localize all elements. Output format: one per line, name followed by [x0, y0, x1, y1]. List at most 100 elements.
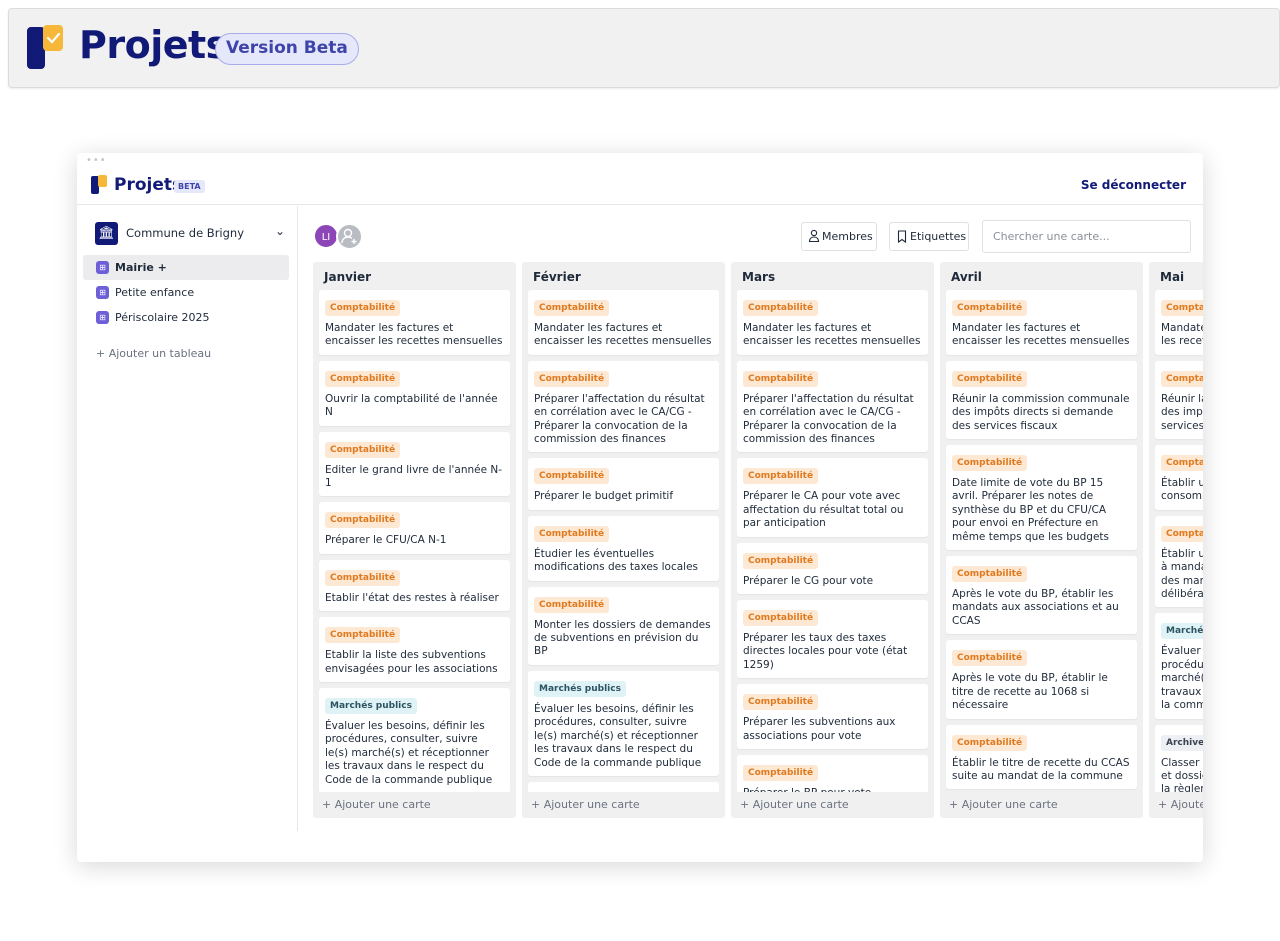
card[interactable]: Comptabilité Editer le grand livre de l'a… — [319, 431, 510, 497]
card[interactable]: Comptabilité Étudier les éventuelles modi… — [528, 515, 719, 581]
app-title[interactable]: Projets — [114, 175, 183, 195]
card-list: Comptabilité Mandater les factures et enc… — [946, 290, 1137, 792]
card[interactable]: Compta Mandate les recet — [1155, 290, 1203, 355]
sidebar-item-label: Petite enfance — [115, 286, 195, 299]
card-tag: Comptabilité — [743, 694, 819, 711]
card[interactable]: Compta Établir u à manda des man délibéra — [1155, 515, 1203, 608]
card-text: Editer le grand livre de l'année N-1 — [325, 463, 503, 490]
tags-label: Etiquettes — [910, 230, 967, 243]
card[interactable]: Comptabilité Ouvrir la comptabilité de l'… — [319, 360, 510, 426]
org-selector[interactable]: 🏛 Commune de Brigny ⌄ — [95, 220, 285, 248]
plus-icon: + — [322, 798, 335, 811]
card-tag: Comptabilité — [534, 468, 610, 485]
card[interactable]: Comptabilité Mandater les factures et enc… — [528, 290, 719, 355]
sidebar-item-mairie[interactable]: ⊞ Mairie + — [83, 255, 289, 280]
avatar[interactable]: LI — [313, 223, 339, 249]
card-tag: Comptabilité — [743, 552, 819, 569]
card[interactable]: Marchés publics Évaluer les besoins, défi… — [528, 670, 719, 776]
card[interactable]: Comptabilité Mandater les factures et enc… — [319, 290, 510, 355]
tags-button[interactable]: Etiquettes — [889, 222, 969, 251]
card-text: Évaluer l procédu marché(s travaux d la … — [1161, 645, 1203, 712]
add-card-label: Ajouter une carte — [1170, 798, 1203, 811]
column-title[interactable]: Janvier — [324, 270, 372, 284]
window-dots-icon: ••• — [86, 155, 107, 166]
add-card-label: Ajouter une carte — [752, 798, 849, 811]
add-card-label: Ajouter une carte — [961, 798, 1058, 811]
card[interactable]: Comptabilité Monter les dossiers de deman… — [528, 586, 719, 665]
beta-badge: BETA — [174, 180, 205, 193]
card[interactable]: Comptabilité Préparer le budget primitif — [528, 458, 719, 510]
card-text: Date limite de vote du BP 15 avril. Prép… — [952, 477, 1109, 543]
card[interactable]: Comptabilité Préparer le CG pour vote — [737, 542, 928, 595]
card[interactable]: Archives Classer e et dossie la règlem be… — [1155, 724, 1203, 792]
town-hall-icon: 🏛 — [95, 222, 118, 245]
card[interactable]: Comptabilité Préparer l'affectation du ré… — [737, 360, 928, 453]
add-card-label: Ajouter une carte — [334, 798, 431, 811]
card[interactable]: Comptabilité Après le vote du BP, établir… — [946, 640, 1137, 719]
column-avril: Avril Comptabilité Mandater les factures e… — [940, 262, 1143, 818]
search-input[interactable] — [982, 220, 1191, 253]
column-title[interactable]: Avril — [951, 270, 982, 284]
add-card-button[interactable]: + Ajouter une carte — [740, 798, 849, 811]
card[interactable]: Comptabilité Établir le titre de recette … — [946, 724, 1137, 790]
add-card-button[interactable]: + Ajouter une carte — [531, 798, 640, 811]
card[interactable]: Comptabilité Préparer l'affectation du ré… — [528, 360, 719, 453]
members-label: Membres — [822, 230, 873, 243]
app-logo-icon[interactable] — [90, 175, 108, 195]
logout-link[interactable]: Se déconnecter — [1080, 178, 1186, 192]
card-text: Préparer l'affectation du résultat en co… — [743, 392, 914, 446]
card[interactable]: Comptabilité Date limite de vote du BP 15… — [946, 445, 1137, 551]
card-tag: Comptabilité — [952, 455, 1028, 472]
banner-title: Projets — [79, 23, 228, 67]
column-mars: Mars Comptabilité Mandater les factures et… — [731, 262, 934, 818]
card-tag: Compta — [1161, 455, 1203, 472]
card[interactable]: Comptabilité Mandater les factures et enc… — [737, 290, 928, 355]
card-tag: Comptabilité — [534, 525, 610, 542]
add-member-avatar[interactable] — [336, 223, 363, 250]
card[interactable]: Compta Établir u consomm — [1155, 445, 1203, 510]
card-text: Mandater les factures et encaisser les r… — [325, 322, 503, 348]
version-badge: Version Beta — [215, 33, 359, 65]
plus-icon: + — [1158, 798, 1171, 811]
column-title[interactable]: Mars — [742, 270, 776, 284]
app-window: ••• Projets BETA Se déconnecter 🏛 Commun… — [77, 153, 1203, 862]
card-text: Préparer le CA pour vote avec affectatio… — [743, 490, 904, 530]
card-list: Comptabilité Mandater les factures et enc… — [737, 290, 928, 792]
card-text: Etablir l'état des restes à réaliser — [325, 591, 499, 604]
column-title[interactable]: Mai — [1160, 270, 1185, 284]
card[interactable]: Comptabilité Préparer le CA pour vote ave… — [737, 458, 928, 537]
card-tag: Comptabilité — [952, 650, 1028, 667]
card[interactable]: Marchés publics Évaluer les besoins, défi… — [319, 688, 510, 792]
card[interactable]: Comptabilité Etablir l'état des restes à … — [319, 559, 510, 612]
card-tag: Marchés publics — [325, 698, 417, 715]
sidebar-item-periscolaire[interactable]: ⊞ Périscolaire 2025 — [83, 305, 289, 330]
add-board-label: Ajouter un tableau — [108, 347, 212, 360]
add-card-button[interactable]: + Ajouter une carte — [949, 798, 1058, 811]
board-icon: ⊞ — [96, 286, 109, 299]
card[interactable]: Marchés publicsRecenser les travaux d'en… — [528, 781, 719, 792]
card[interactable]: Comptabilité Réunir la commission communa… — [946, 360, 1137, 440]
card[interactable]: Comptabilité Mandater les factures et enc… — [946, 290, 1137, 355]
card[interactable]: Marchés Évaluer l procédu marché(s travau… — [1155, 613, 1203, 719]
card[interactable]: Comptabilité Préparer le BP pour vote — [737, 755, 928, 792]
add-board-button[interactable]: + Ajouter un tableau — [96, 347, 211, 360]
card-tag: Comptabilité — [952, 566, 1028, 583]
card[interactable]: Comptabilité Préparer les subventions aux… — [737, 684, 928, 750]
card-tag: Compta — [1161, 525, 1203, 542]
card-text: Mandater les factures et encaisser les r… — [743, 322, 921, 348]
card[interactable]: Comptabilité Etablir la liste des subvent… — [319, 617, 510, 683]
card[interactable]: Comptabilité Après le vote du BP, établir… — [946, 556, 1137, 635]
column-title[interactable]: Février — [533, 270, 581, 284]
card-text: Établir u consomm — [1161, 477, 1203, 503]
card-tag: Compta — [1161, 300, 1203, 316]
card[interactable]: Comptabilité Préparer le CFU/CA N-1 — [319, 502, 510, 554]
card[interactable]: Compta Réunir la des impô services — [1155, 360, 1203, 440]
add-card-button[interactable]: + Ajouter une carte — [322, 798, 431, 811]
card-text: Préparer le CG pour vote — [743, 574, 874, 587]
card-tag: Comptabilité — [743, 610, 819, 627]
members-button[interactable]: Membres — [801, 222, 877, 251]
card[interactable]: Comptabilité Préparer les taux des taxes … — [737, 600, 928, 679]
org-name: Commune de Brigny — [126, 226, 245, 240]
sidebar-item-petite-enfance[interactable]: ⊞ Petite enfance — [83, 280, 289, 305]
add-card-button[interactable]: + Ajouter une carte — [1158, 798, 1203, 811]
